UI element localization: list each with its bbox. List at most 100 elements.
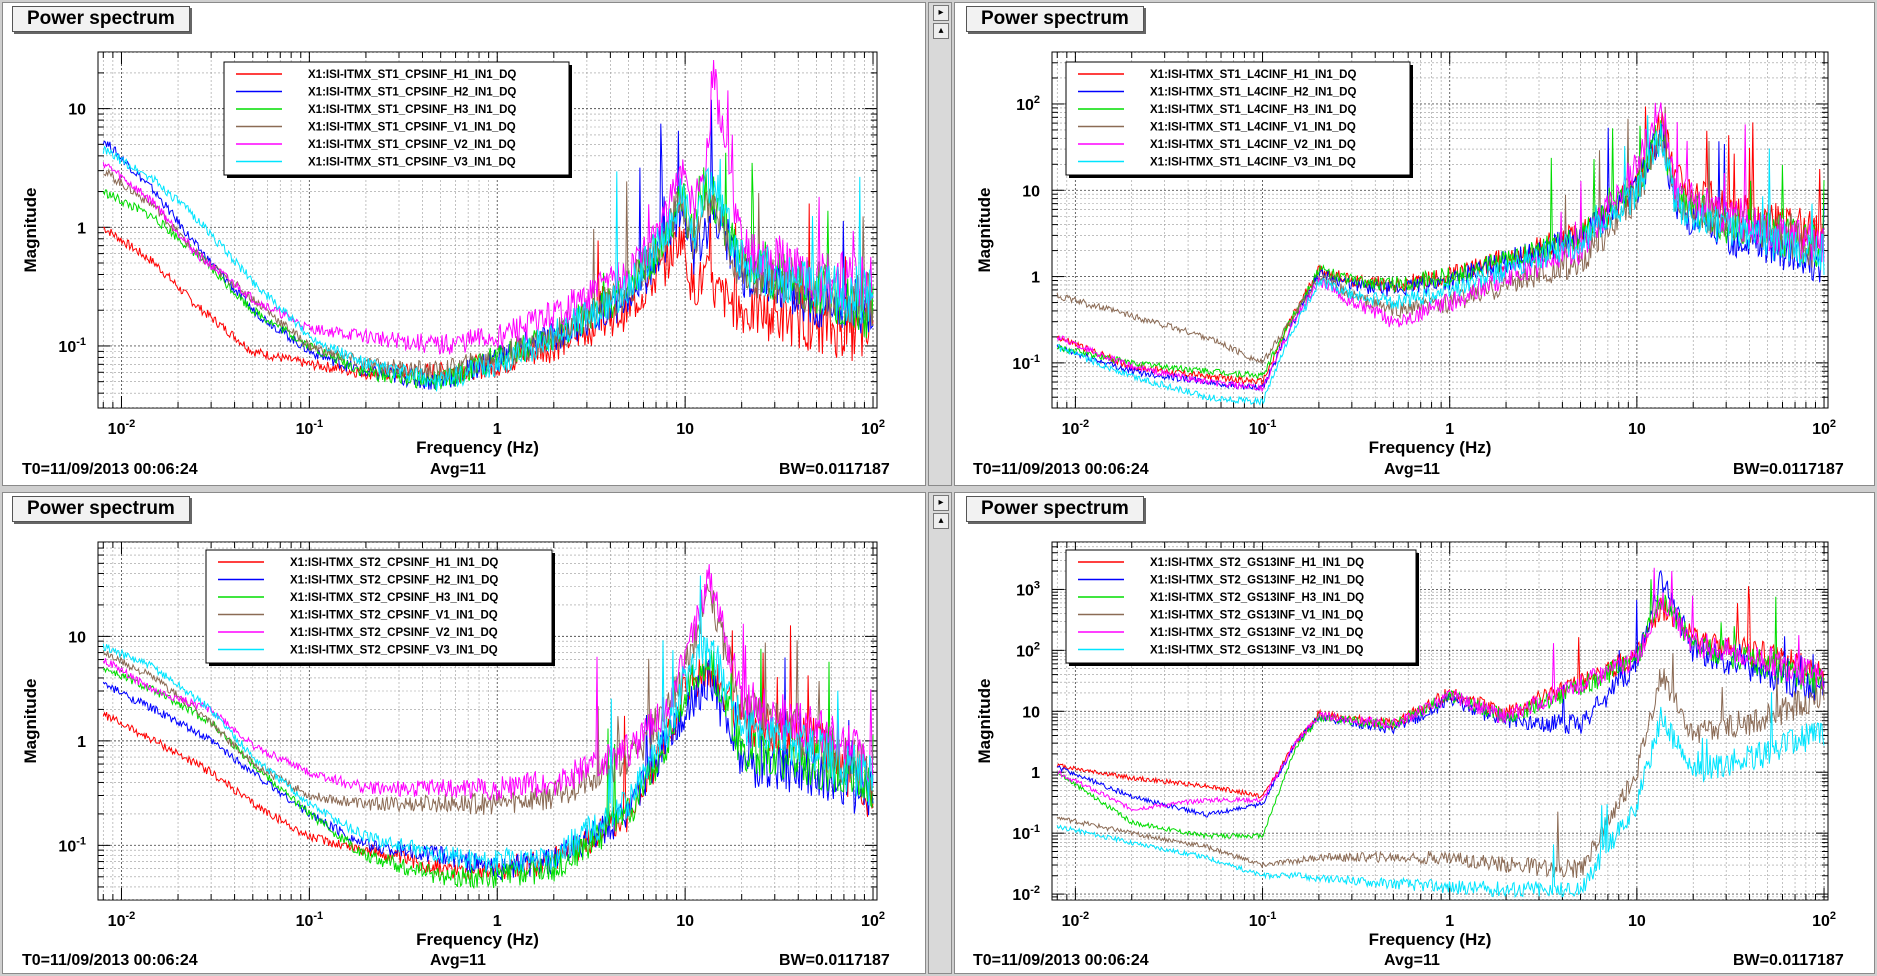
legend-entry: X1:ISI-ITMX_ST2_CPSINF_H3_IN1_DQ	[290, 592, 498, 604]
bw-label: BW=0.0117187	[1733, 461, 1844, 478]
legend-entry: X1:ISI-ITMX_ST1_L4CINF_V1_IN1_DQ	[1150, 122, 1356, 134]
legend[interactable]: X1:ISI-ITMX_ST2_CPSINF_H1_IN1_DQ X1:ISI-I…	[205, 549, 555, 666]
legend-entry: X1:ISI-ITMX_ST2_CPSINF_H1_IN1_DQ	[290, 557, 498, 569]
legend-entry: X1:ISI-ITMX_ST1_L4CINF_V2_IN1_DQ	[1150, 139, 1356, 151]
avg-label: Avg=11	[1384, 461, 1440, 478]
y-axis-label: Magnitude	[21, 188, 40, 273]
splitter-bottom[interactable]: ▸ ▴	[928, 492, 952, 974]
tick-label: 102	[1812, 910, 1836, 930]
t0-label: T0=11/09/2013 00:06:24	[973, 461, 1149, 478]
chart-panel-3[interactable]: 10-2 10-1 1 10 102 10-2 10-1 1 10 102 103 Frequency…	[975, 541, 1836, 949]
legend-entry: X1:ISI-ITMX_ST1_L4CINF_V3_IN1_DQ	[1150, 157, 1356, 169]
tick-label: 1	[1031, 270, 1040, 287]
legend[interactable]: X1:ISI-ITMX_ST2_GS13INF_H1_IN1_DQ X1:ISI-…	[1065, 549, 1419, 666]
tick-label: 1	[1445, 421, 1454, 438]
series-line	[102, 564, 874, 801]
legend-entry: X1:ISI-ITMX_ST1_L4CINF_H2_IN1_DQ	[1150, 87, 1356, 99]
legend-entry: X1:ISI-ITMX_ST1_L4CINF_H3_IN1_DQ	[1150, 104, 1356, 116]
tick-label: 10-1	[296, 910, 324, 930]
y-axis-label: Magnitude	[975, 679, 994, 764]
tick-label: 10-2	[1012, 884, 1040, 904]
bw-label: BW=0.0117187	[779, 461, 890, 478]
legend-entry: X1:ISI-ITMX_ST2_CPSINF_V3_IN1_DQ	[290, 645, 498, 657]
tick-label: 10	[676, 421, 694, 438]
tick-label: 1	[77, 220, 86, 237]
bw-label: BW=0.0117187	[1733, 952, 1844, 969]
series-line	[1057, 115, 1825, 407]
series-line	[102, 575, 874, 874]
tick-label: 10	[1022, 183, 1040, 200]
legend-entry: X1:ISI-ITMX_ST2_CPSINF_V1_IN1_DQ	[290, 610, 498, 622]
t0-label: T0=11/09/2013 00:06:24	[973, 952, 1149, 969]
legend-entry: X1:ISI-ITMX_ST1_CPSINF_V3_IN1_DQ	[308, 157, 516, 169]
tick-label: 10-2	[108, 418, 136, 438]
series-line	[1056, 692, 1825, 899]
legend-entry: X1:ISI-ITMX_ST2_GS13INF_H3_IN1_DQ	[1150, 592, 1364, 604]
tick-label: 10	[676, 913, 694, 930]
chart-title[interactable]: Power spectrum	[12, 496, 190, 522]
y-axis-label: Magnitude	[21, 679, 40, 764]
series-lines	[102, 564, 874, 890]
arrow-up-icon[interactable]: ▴	[933, 513, 949, 529]
tick-label: 10-1	[296, 418, 324, 438]
tick-label: 103	[1016, 579, 1040, 599]
series-lines	[1056, 567, 1825, 899]
x-axis-label: Frequency (Hz)	[416, 438, 539, 457]
tick-label: 1	[493, 913, 502, 930]
chart-panel-0[interactable]: 10-2 10-1 1 10 102 10-1 1 10 Frequency (Hz) Magni…	[21, 51, 885, 457]
x-axis-label: Frequency (Hz)	[1369, 438, 1492, 457]
legend-entry: X1:ISI-ITMX_ST1_CPSINF_H2_IN1_DQ	[308, 87, 516, 99]
chart-panel-1[interactable]: 10-2 10-1 1 10 102 10-1 1 10 102 Frequency (Hz) Ma…	[975, 51, 1836, 457]
legend-entry: X1:ISI-ITMX_ST2_GS13INF_H2_IN1_DQ	[1150, 575, 1364, 587]
tick-label: 102	[1812, 418, 1836, 438]
tick-label: 10-1	[1249, 418, 1277, 438]
legend[interactable]: X1:ISI-ITMX_ST1_L4CINF_H1_IN1_DQ X1:ISI-I…	[1065, 61, 1413, 178]
chart-title[interactable]: Power spectrum	[966, 6, 1144, 32]
axis-ticks	[1052, 51, 1828, 409]
tick-label: 10-1	[1012, 353, 1040, 373]
series-line	[103, 203, 874, 383]
tick-label: 102	[861, 418, 885, 438]
splitter-top[interactable]: ▸ ▴	[928, 2, 952, 486]
x-axis-label: Frequency (Hz)	[1369, 930, 1492, 949]
tick-label: 10-2	[1062, 910, 1090, 930]
legend-entry: X1:ISI-ITMX_ST1_CPSINF_H3_IN1_DQ	[308, 104, 516, 116]
chart-title[interactable]: Power spectrum	[966, 496, 1144, 522]
t0-label: T0=11/09/2013 00:06:24	[22, 952, 198, 969]
bw-label: BW=0.0117187	[779, 952, 890, 969]
y-axis-label: Magnitude	[975, 188, 994, 273]
series-line	[1056, 653, 1825, 879]
tick-label: 10	[68, 102, 86, 119]
legend-entry: X1:ISI-ITMX_ST2_GS13INF_V3_IN1_DQ	[1150, 645, 1364, 657]
chart-title[interactable]: Power spectrum	[12, 6, 190, 32]
axis-ticks	[98, 541, 877, 901]
chart-panel-2[interactable]: 10-2 10-1 1 10 102 10-1 1 10 Frequency (Hz) Magni…	[21, 541, 885, 949]
tick-label: 10-2	[1062, 418, 1090, 438]
tick-label: 10	[1022, 704, 1040, 721]
legend-entry: X1:ISI-ITMX_ST1_CPSINF_H1_IN1_DQ	[308, 69, 516, 81]
tick-label: 102	[1016, 94, 1040, 114]
tick-label: 10	[68, 629, 86, 646]
tick-label: 102	[861, 910, 885, 930]
tick-label: 1	[1445, 913, 1454, 930]
arrow-up-icon[interactable]: ▴	[933, 23, 949, 39]
avg-label: Avg=11	[1384, 952, 1440, 969]
series-line	[102, 583, 874, 815]
arrow-right-icon[interactable]: ▸	[933, 5, 949, 21]
tick-label: 10	[1628, 913, 1646, 930]
series-line	[102, 59, 874, 355]
tick-label: 1	[1031, 765, 1040, 782]
legend[interactable]: X1:ISI-ITMX_ST1_CPSINF_H1_IN1_DQ X1:ISI-I…	[223, 61, 572, 178]
tick-label: 10-1	[1012, 823, 1040, 843]
arrow-right-icon[interactable]: ▸	[933, 495, 949, 511]
tick-label: 10-1	[58, 835, 86, 855]
tick-label: 1	[77, 734, 86, 751]
legend-entry: X1:ISI-ITMX_ST2_GS13INF_V1_IN1_DQ	[1150, 610, 1364, 622]
t0-label: T0=11/09/2013 00:06:24	[22, 461, 198, 478]
tick-label: 1	[493, 421, 502, 438]
legend-entry: X1:ISI-ITMX_ST2_CPSINF_H2_IN1_DQ	[290, 575, 498, 587]
x-axis-label: Frequency (Hz)	[416, 930, 539, 949]
avg-label: Avg=11	[430, 952, 486, 969]
legend-entry: X1:ISI-ITMX_ST1_CPSINF_V2_IN1_DQ	[308, 139, 516, 151]
